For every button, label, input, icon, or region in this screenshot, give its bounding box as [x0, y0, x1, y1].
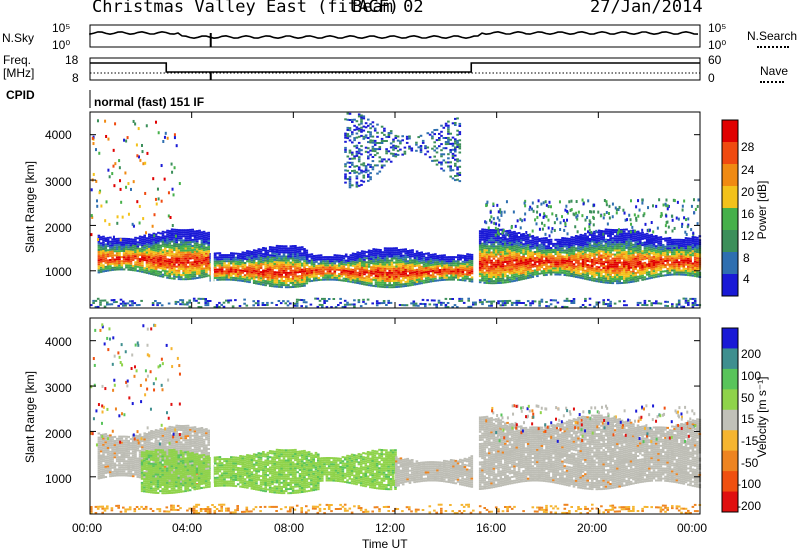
vel-cbar-tick-m100: -100 — [737, 477, 762, 491]
power-ytick-4000: 4000 — [45, 128, 72, 142]
colorbar-swatch-6 — [722, 252, 738, 275]
nsky-tick-bottom: 10⁰ — [52, 38, 71, 52]
colorbar-frame — [721, 327, 739, 513]
colorbar-swatch-4 — [722, 208, 738, 231]
xtick-0800: 08:00 — [274, 521, 305, 535]
scatter-band-5 — [90, 297, 702, 309]
nsearch-tick-bottom: 10⁰ — [708, 38, 727, 52]
data-gap — [210, 435, 214, 491]
colorbar-swatch-1 — [722, 142, 738, 165]
colorbar-swatch-1 — [722, 348, 738, 370]
colorbar-swatch-0 — [722, 328, 738, 349]
scatter-band-1 — [209, 244, 309, 289]
xaxis-label: Time UT — [362, 537, 408, 551]
nave-tick-bottom: 0 — [708, 71, 715, 85]
data-gap — [210, 229, 214, 285]
beam-label: Beam 02 — [352, 0, 424, 17]
velocity-ytick-1000: 1000 — [45, 472, 72, 486]
freq-tick-top: 18 — [65, 53, 79, 67]
nave-label: Nave — [760, 64, 789, 78]
power-colorbar — [721, 119, 739, 297]
xtick-1200: 12:00 — [375, 521, 406, 535]
nsearch-label: N.Search — [747, 29, 798, 43]
vel-cbar-tick-200: 200 — [741, 347, 762, 361]
nave-legend-dots — [760, 81, 784, 83]
colorbar-swatch-7 — [722, 274, 738, 297]
power-cbar-tick-8: 8 — [743, 251, 750, 265]
vel-cbar-tick-50: 50 — [741, 391, 755, 405]
colorbar-swatch-2 — [722, 368, 738, 390]
vel-cbar-tick-m50: -50 — [741, 456, 759, 470]
vel-cbar-tick-m200: -200 — [737, 499, 762, 513]
power-ytick-1000: 1000 — [45, 265, 72, 279]
nsky-trace — [89, 30, 699, 40]
vel-cbar-tick-m15: -15 — [741, 434, 759, 448]
colorbar-swatch-2 — [722, 164, 738, 187]
freq-frame — [89, 57, 701, 81]
power-heatmap — [90, 112, 702, 309]
scatter-band-4 — [344, 112, 462, 189]
nsky-tick-top: 10⁵ — [52, 21, 71, 35]
scatter-band-3 — [478, 228, 702, 285]
scatter-band-2 — [306, 247, 474, 289]
power-cbar-tick-24: 24 — [741, 163, 755, 177]
power-cbar-tick-4: 4 — [743, 272, 750, 286]
scatter-band-0 — [97, 228, 210, 281]
nsky-label: N.Sky — [2, 31, 35, 45]
scatter-band-4 — [478, 414, 702, 491]
date-label: 27/Jan/2014 — [590, 0, 703, 17]
colorbar-swatch-3 — [722, 186, 738, 209]
colorbar-swatch-7 — [722, 471, 738, 493]
colorbar-swatch-5 — [722, 230, 738, 253]
scatter-streaks — [90, 323, 697, 447]
cpid-label: CPID — [6, 88, 35, 102]
status-panel-frames — [89, 24, 701, 108]
colorbar-swatch-3 — [722, 389, 738, 411]
scatter-band-5 — [90, 503, 702, 515]
power-ytick-2000: 2000 — [45, 221, 72, 235]
colorbar-swatch-8 — [722, 491, 738, 513]
scatter-band-1 — [140, 448, 320, 495]
nsky-frame — [89, 24, 701, 48]
nave-tick-top: 60 — [708, 53, 722, 67]
power-cbar-tick-16: 16 — [741, 207, 755, 221]
xtick-0000: 00:00 — [72, 521, 103, 535]
colorbar-swatch-0 — [722, 120, 738, 143]
velocity-ytick-4000: 4000 — [45, 335, 72, 349]
power-cbar-tick-28: 28 — [741, 140, 755, 154]
freq-unit-label: [MHz] — [3, 66, 35, 80]
scatter-band-3 — [395, 455, 474, 488]
power-ytick-3000: 3000 — [45, 175, 72, 189]
velocity-heatmap — [90, 323, 702, 515]
station-title: Christmas Valley East (fitACF) — [92, 0, 400, 17]
vel-cbar-tick-100: 100 — [741, 369, 762, 383]
velocity-ytick-2000: 2000 — [45, 427, 72, 441]
colorbar-frame — [721, 119, 739, 297]
vel-cbar-tick-15: 15 — [741, 412, 755, 426]
nsearch-tick-top: 10⁵ — [708, 21, 727, 35]
velocity-colorbar — [721, 327, 739, 513]
cpid-value: normal (fast) 151 IF — [94, 95, 205, 109]
scatter-band-2 — [318, 448, 397, 491]
colorbar-swatch-5 — [722, 430, 738, 452]
colorbar-swatch-6 — [722, 450, 738, 472]
power-cbar-tick-12: 12 — [741, 229, 755, 243]
xtick-1600: 16:00 — [476, 521, 507, 535]
power-cbar-tick-20: 20 — [741, 185, 755, 199]
xtick-2000: 20:00 — [577, 521, 608, 535]
velocity-ytick-3000: 3000 — [45, 381, 72, 395]
nsearch-legend-dots — [757, 46, 789, 48]
colorbar-swatch-4 — [722, 409, 738, 431]
xtick-0400: 04:00 — [172, 521, 203, 535]
panel-frames — [89, 111, 701, 515]
freq-trace — [90, 62, 700, 73]
freq-tick-bottom: 8 — [72, 71, 79, 85]
freq-label: Freq. — [3, 53, 32, 67]
xtick-2400: 00:00 — [677, 521, 708, 535]
